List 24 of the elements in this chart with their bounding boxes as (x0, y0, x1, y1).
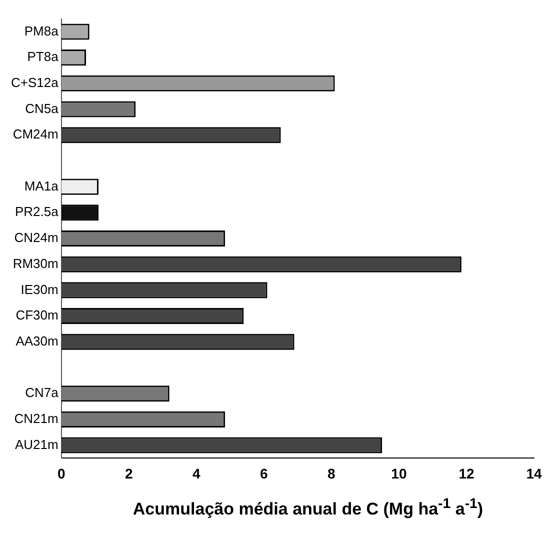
y-tick-label: IE30m (20, 282, 58, 297)
y-tick-label: PT8a (27, 49, 60, 64)
y-tick-label: RM30m (12, 256, 58, 271)
y-tick-label: AU21m (14, 436, 58, 452)
y-tick-label: AA30m (16, 333, 58, 348)
x-tick-label: 14 (526, 465, 542, 482)
x-tick-label: 8 (328, 465, 336, 482)
x-axis-title: Acumulação média anual de C (Mg ha$^{-1}$ a$^{-1}$) (132, 496, 484, 520)
y-tick-label: MA1a (24, 178, 60, 194)
y-tick-label: PM8a (24, 23, 60, 38)
x-tick-label: 6 (260, 465, 268, 482)
y-tick-label: CM24m (12, 126, 58, 142)
y-tick-label: PR2.5a (14, 204, 60, 220)
x-tick-label: 4 (192, 465, 200, 482)
x-tick-label: 2 (124, 465, 133, 482)
y-tick-label: CN7a (25, 385, 60, 400)
y-tick-label: CN5a (25, 100, 60, 116)
y-tick-label: C+S12a (10, 74, 60, 90)
x-tick-label: 10 (391, 465, 407, 482)
y-tick-label: CF30m (16, 308, 58, 323)
x-tick-label: 12 (458, 465, 474, 482)
x-tick-label: 0 (57, 465, 66, 482)
y-tick-label: CN24m (14, 230, 58, 246)
y-tick-label: CN21m (14, 411, 58, 426)
